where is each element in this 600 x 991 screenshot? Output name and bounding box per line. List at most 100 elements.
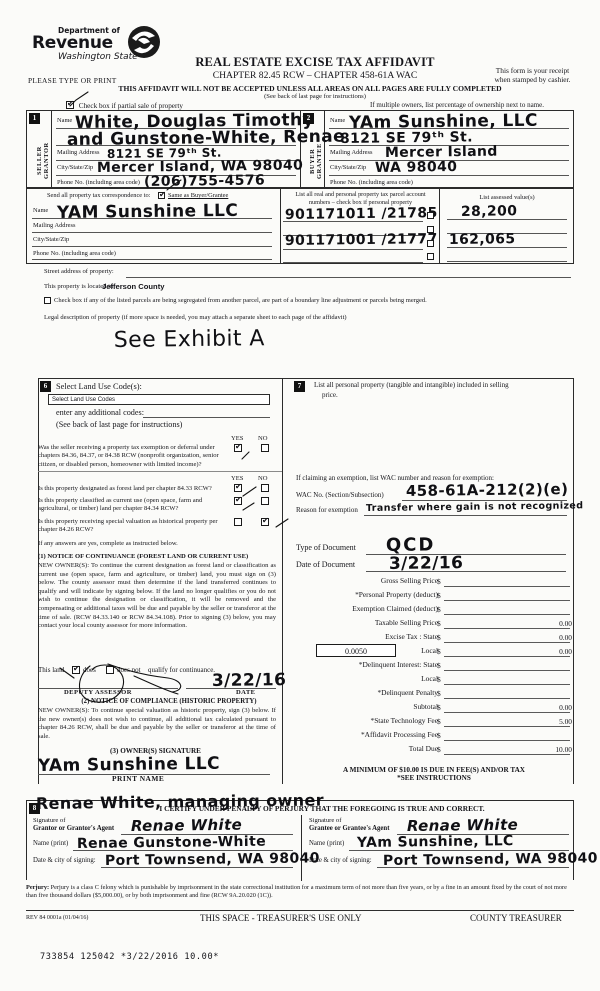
treasurer-stamp: 733854 125042 *3/22/2016 10.00* xyxy=(40,952,219,962)
amount-value[interactable]: 0.00 xyxy=(559,633,572,642)
assessed-rule xyxy=(447,219,567,220)
does-label: does xyxy=(83,666,96,674)
dor-logo: Department of Revenue Washington State xyxy=(28,26,178,74)
exemption-reason-label: Reason for exemption xyxy=(296,506,358,514)
partial-sale-checkbox[interactable] xyxy=(66,99,74,109)
question-1-no-checkbox[interactable] xyxy=(261,444,269,452)
same-as-buyer-checkbox[interactable] xyxy=(158,190,166,199)
dollar-sign: $ xyxy=(437,619,441,628)
amount-rule xyxy=(444,740,570,741)
wac-number-value[interactable]: 458-61A-212(2)(e) xyxy=(405,480,569,500)
seller-citystatezip-rule xyxy=(56,175,296,176)
amount-value[interactable]: 10.00 xyxy=(555,745,572,754)
table-row: Total Due $ 10.00 xyxy=(294,744,574,755)
corr-citystatezip-rule xyxy=(32,246,272,247)
street-address-rule xyxy=(126,277,571,278)
personal-property-label-line1: List all personal property (tangible and… xyxy=(314,381,509,389)
amount-rule xyxy=(444,754,570,755)
document-date-rule xyxy=(366,571,566,572)
parcel-number[interactable]: 901171001 /21777 xyxy=(284,231,438,249)
parcel-personal-checkbox[interactable] xyxy=(427,253,434,260)
table-row xyxy=(283,223,438,236)
page-title: REAL ESTATE EXCISE TAX AFFIDAVIT xyxy=(195,55,435,69)
does-not-qualify-checkbox[interactable] xyxy=(106,666,114,674)
grantee-date-city-value[interactable]: Port Townsend, WA 98040 xyxy=(382,850,598,869)
corr-citystatezip-label: City/State/Zip xyxy=(33,236,70,243)
buyer-name-label: Name xyxy=(330,117,346,124)
exemption-reason-value[interactable]: Transfer where gain is not recognized xyxy=(365,500,584,514)
owner-signature-value[interactable]: YAm Sunshine LLC xyxy=(37,753,221,776)
form-revision: REV 84 0001a (01/04/16) xyxy=(26,915,89,921)
seller-name-label: Name xyxy=(57,117,73,124)
amount-rule xyxy=(444,712,570,713)
owner-signature-heading: (3) OWNER(S) SIGNATURE xyxy=(110,747,201,755)
local-rate-box[interactable]: 0.0050 xyxy=(316,644,396,657)
parcel-personal-checkbox[interactable] xyxy=(427,240,434,247)
table-row xyxy=(447,249,567,263)
same-as-buyer-label: Same as Buyer/Grantee xyxy=(168,192,229,199)
table-row: Local $ xyxy=(294,674,574,685)
amount-rule xyxy=(444,642,570,643)
land-use-select[interactable]: Select Land Use Codes xyxy=(48,394,270,405)
question-2-yes-checkbox[interactable] xyxy=(234,482,242,492)
question-2-no-checkbox[interactable] xyxy=(261,484,269,492)
logo-line-department: Department of xyxy=(58,26,120,35)
amount-rule xyxy=(444,684,570,685)
amount-value[interactable]: 5.00 xyxy=(559,717,572,726)
amount-value[interactable]: 0.00 xyxy=(559,703,572,712)
personal-property-label: List all personal property (tangible and… xyxy=(314,381,569,400)
multiple-owners-note: If multiple owners, list percentage of o… xyxy=(370,101,544,109)
table-row: Excise Tax : State $ 0.00 xyxy=(294,632,574,643)
amount-rule xyxy=(444,628,570,629)
grantor-date-city-value[interactable]: Port Townsend, WA 98040 xyxy=(104,850,320,869)
does-qualify-checkbox[interactable] xyxy=(72,664,80,674)
assessed-value[interactable]: 28,200 xyxy=(460,203,518,220)
amount-label: Gross Selling Price xyxy=(380,576,438,585)
buyer-citystatezip-value[interactable]: WA 98040 xyxy=(374,158,458,176)
perjury-label: Perjury: xyxy=(26,884,50,891)
buyer-name-line2-rule xyxy=(329,145,569,146)
question-1-yes-checkbox[interactable] xyxy=(234,442,242,452)
amount-value[interactable]: 0.00 xyxy=(559,619,572,628)
question-4-yes-checkbox[interactable] xyxy=(234,518,242,526)
partial-sale-label: Check box if partial sale of property xyxy=(78,102,183,110)
additional-codes-label: enter any additional codes: xyxy=(56,408,144,417)
owner-print-name-value[interactable]: Renae White, managing owner xyxy=(35,790,325,813)
parcel-personal-checkbox[interactable] xyxy=(427,226,434,233)
corr-name-value[interactable]: YAM Sunshine LLC xyxy=(56,200,239,223)
amount-rule xyxy=(444,614,570,615)
parcel-rule xyxy=(283,221,423,222)
amount-value[interactable]: 0.00 xyxy=(559,647,572,656)
wac-number-rule xyxy=(402,500,567,501)
compliance-body: NEW OWNER(S): To continue special valuat… xyxy=(38,707,276,740)
parcel-personal-checkbox[interactable] xyxy=(427,212,434,219)
located-in-value[interactable]: Jefferson County xyxy=(102,282,165,291)
located-in-label: This property is located in xyxy=(44,283,114,290)
legal-description-value[interactable]: See Exhibit A xyxy=(113,326,265,353)
deputy-assessor-label: DEPUTY ASSESSOR xyxy=(64,689,132,696)
continuance-date-value[interactable]: 3/22/16 xyxy=(211,670,287,691)
grantee-signature-value[interactable]: Renae White xyxy=(406,815,519,835)
local-rate-value: 0.0050 xyxy=(345,646,367,656)
document-date-value[interactable]: 3/22/16 xyxy=(388,553,464,574)
land-use-box-number: 6 xyxy=(40,381,51,392)
segregation-checkbox[interactable] xyxy=(44,297,51,304)
amount-label: *Affidavit Processing Fee xyxy=(360,730,438,739)
question-3-no-checkbox[interactable] xyxy=(261,497,269,505)
assessed-value[interactable]: 162,065 xyxy=(448,231,516,248)
parcel-header-line1: List all real and personal property tax … xyxy=(295,191,426,198)
buyer-phone-label: Phone No. (including area code) xyxy=(330,179,413,186)
grantee-date-city-rule xyxy=(377,867,569,868)
grantor-signature-value[interactable]: Renae White xyxy=(130,815,243,835)
grantee-print-value[interactable]: YAm Sunshine, LLC xyxy=(356,833,514,851)
street-address-label: Street address of property: xyxy=(44,268,114,275)
buyer-citystatezip-rule xyxy=(329,175,569,176)
dollar-sign: $ xyxy=(437,675,441,684)
buyer-citystatezip-label: City/State/Zip xyxy=(330,164,367,171)
question-3-yes-checkbox[interactable] xyxy=(234,495,242,505)
corr-mailing-rule xyxy=(32,232,272,233)
grantor-print-value[interactable]: Renae Gunstone-White xyxy=(76,833,267,852)
assessed-rule xyxy=(447,233,567,234)
no-header-2: NO xyxy=(258,475,268,482)
question-4-no-checkbox[interactable] xyxy=(261,516,269,526)
